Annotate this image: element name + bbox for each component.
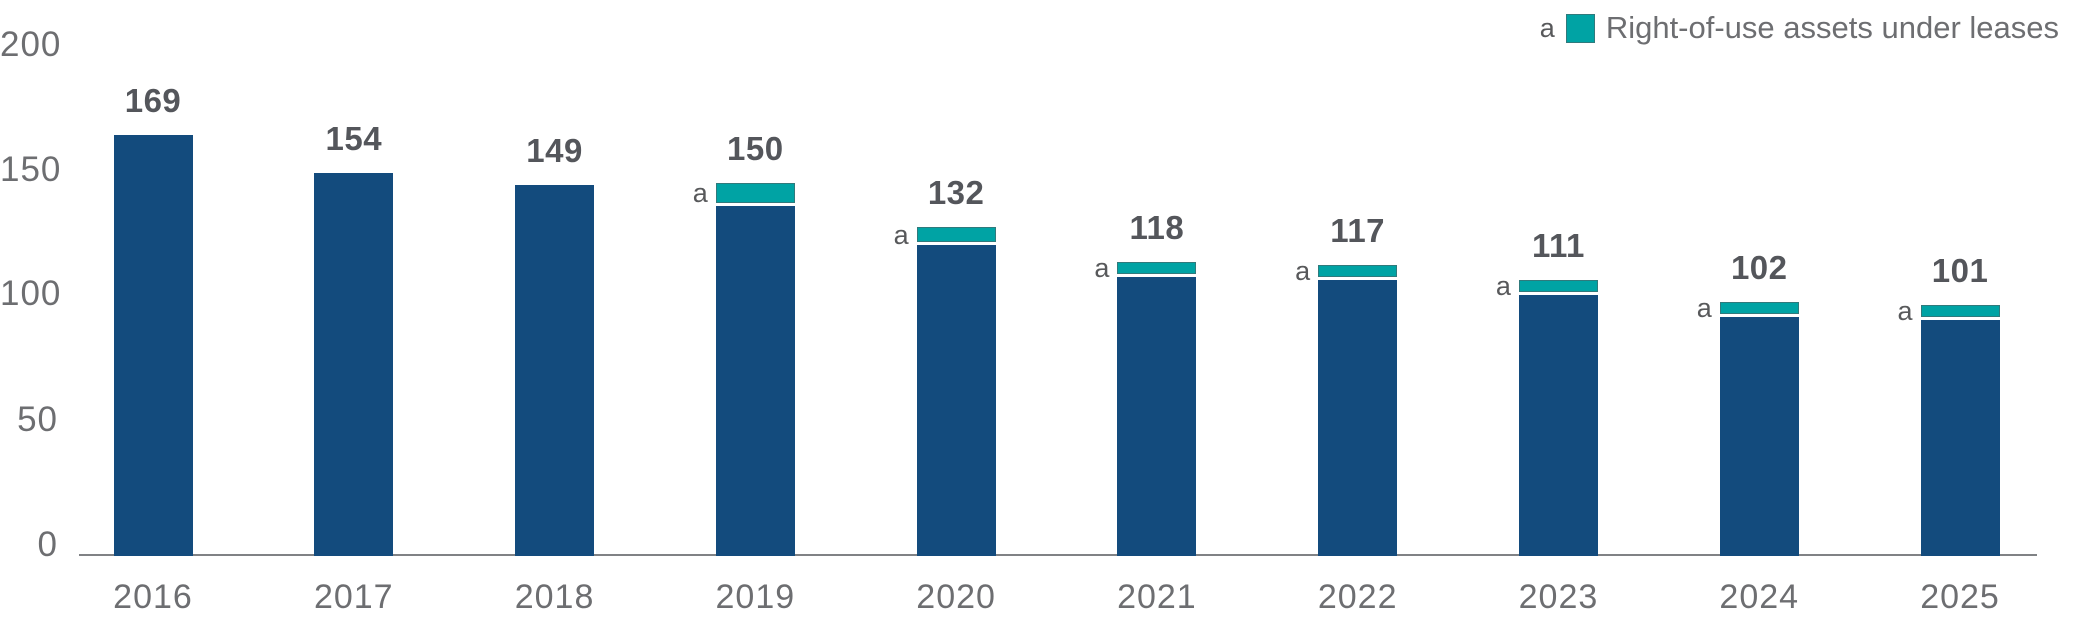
bar-value-label: 132	[927, 174, 985, 212]
bar-segment-lease	[715, 182, 795, 203]
bar-segment-base	[715, 205, 795, 556]
bar-segment-lease	[1719, 302, 1799, 315]
bar-segment-base	[1518, 294, 1598, 556]
x-tick-label: 2022	[1317, 578, 1398, 616]
bar-value-label: 102	[1730, 249, 1788, 287]
lease-annotation: a	[1495, 270, 1511, 301]
bar-segment-base	[1719, 317, 1799, 556]
y-tick-label: 100	[0, 274, 62, 313]
bar-segment-base	[1920, 319, 2000, 556]
lease-annotation: a	[1295, 255, 1311, 286]
bar-value-label: 118	[1129, 209, 1185, 247]
y-tick-label: 200	[0, 25, 62, 64]
bar-segment-lease	[1318, 264, 1398, 277]
x-tick-label: 2024	[1719, 578, 1800, 616]
x-axis-line	[79, 554, 2037, 556]
bar-value-label: 117	[1330, 211, 1386, 249]
y-tick-label: 0	[37, 525, 58, 564]
y-tick-label: 150	[0, 150, 62, 189]
x-tick-label: 2016	[113, 578, 193, 616]
bar-segment-base	[113, 135, 193, 556]
legend-swatch-icon	[1565, 13, 1595, 43]
bar-segment-base	[314, 172, 394, 556]
legend: a Right-of-use assets under leases	[1540, 11, 2059, 45]
bar-segment-lease	[916, 227, 996, 243]
bar-value-label: 150	[727, 129, 784, 167]
lease-annotation: a	[692, 177, 708, 208]
legend-marker: a	[1539, 13, 1555, 43]
x-tick-label: 2021	[1117, 578, 1197, 616]
bar-segment-base	[515, 184, 595, 556]
x-tick-label: 2018	[514, 578, 595, 616]
lease-annotation: a	[1696, 293, 1712, 324]
y-tick-label: 50	[17, 400, 58, 439]
bar-segment-lease	[1518, 279, 1598, 292]
bar-segment-base	[1318, 279, 1398, 556]
bar-value-label: 101	[1931, 251, 1989, 289]
x-tick-label: 2017	[313, 578, 394, 616]
bar-segment-base	[1117, 277, 1197, 556]
bar-value-label: 149	[526, 131, 583, 169]
legend-label: Right-of-use assets under leases	[1605, 10, 2059, 45]
bar-value-label: 154	[325, 119, 383, 157]
bar-value-label: 169	[124, 82, 182, 120]
lease-annotation: a	[893, 219, 909, 250]
bar-value-label: 111	[1531, 226, 1585, 264]
bar-segment-lease	[1117, 262, 1197, 275]
x-tick-label: 2023	[1518, 578, 1599, 616]
x-tick-label: 2025	[1920, 578, 2000, 616]
x-tick-label: 2020	[916, 578, 996, 616]
x-tick-label: 2019	[715, 578, 796, 616]
lease-annotation: a	[1094, 253, 1110, 284]
bar-segment-base	[916, 245, 996, 556]
lease-annotation: a	[1897, 295, 1913, 326]
bar-segment-lease	[1920, 304, 2000, 317]
